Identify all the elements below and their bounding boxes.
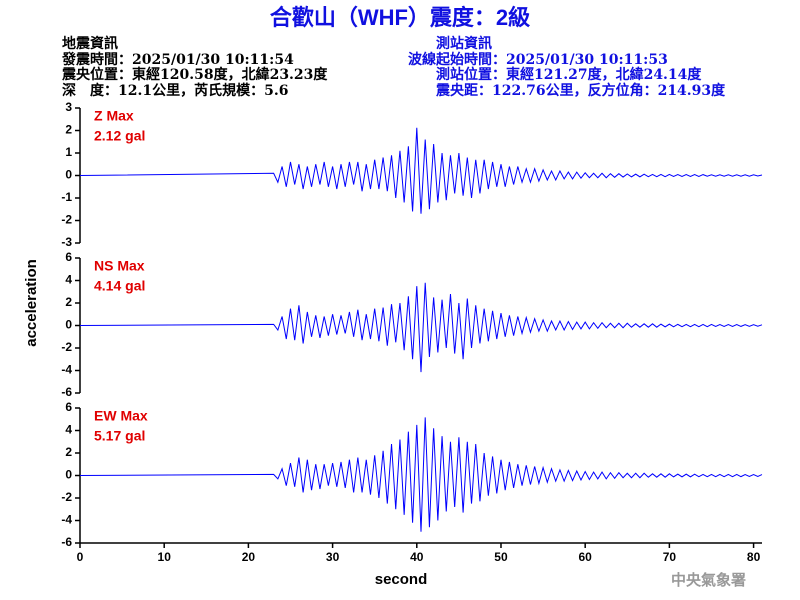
y-tick-label: -2 [61, 490, 72, 504]
y-tick-label: 2 [65, 445, 72, 459]
y-tick-label: -4 [61, 363, 72, 377]
y-tick-label: -6 [61, 385, 72, 399]
y-axis-label: acceleration [23, 259, 40, 347]
x-tick-label: 20 [242, 550, 256, 564]
quake-info: 地震資訊 [62, 35, 118, 52]
y-tick-label: -3 [61, 235, 72, 249]
y-tick-label: -6 [61, 535, 72, 549]
x-tick-label: 80 [747, 550, 761, 564]
x-axis-label: second [375, 571, 428, 588]
x-tick-label: 60 [579, 550, 593, 564]
x-tick-label: 50 [494, 550, 508, 564]
station-info: 測站位置：東經121.27度，北緯24.14度 [436, 66, 702, 83]
y-tick-label: 0 [65, 318, 72, 332]
quake-info: 震央位置：東經120.58度，北緯23.23度 [61, 66, 328, 83]
annotation: 5.17 gal [94, 428, 145, 444]
annotation: Z Max [94, 108, 134, 124]
y-tick-label: 6 [65, 400, 72, 414]
footer: 中央氣象署 [671, 571, 746, 589]
y-tick-label: 0 [65, 168, 72, 182]
y-tick-label: 2 [65, 295, 72, 309]
station-info: 波線起始時間：2025/01/30 10:11:53 [408, 51, 668, 68]
y-tick-label: 4 [65, 423, 72, 437]
y-tick-label: 3 [65, 100, 72, 114]
station-info: 震央距：122.76公里，反方位角：214.93度 [435, 82, 726, 99]
annotation: 4.14 gal [94, 278, 145, 294]
quake-info: 發震時間：2025/01/30 10:11:54 [61, 51, 294, 68]
y-tick-label: 4 [65, 273, 72, 287]
x-tick-label: 40 [410, 550, 424, 564]
quake-info: 深 度：12.1公里，芮氏規模：5.6 [62, 82, 288, 99]
annotation: 2.12 gal [94, 128, 145, 144]
y-tick-label: -2 [61, 213, 72, 227]
waveform [79, 127, 763, 214]
y-tick-label: -4 [61, 513, 72, 527]
x-tick-label: 70 [663, 550, 677, 564]
x-tick-label: 10 [158, 550, 172, 564]
waveform [79, 417, 763, 532]
waveform [79, 282, 763, 373]
y-tick-label: 6 [65, 250, 72, 264]
y-tick-label: 2 [65, 123, 72, 137]
annotation: EW Max [94, 408, 148, 424]
station-info: 測站資訊 [436, 35, 492, 52]
x-tick-label: 0 [77, 550, 84, 564]
chart-title: 合歡山（WHF）震度：2級 [270, 5, 530, 30]
y-tick-label: 1 [65, 145, 72, 159]
annotation: NS Max [94, 258, 145, 274]
y-tick-label: -2 [61, 340, 72, 354]
y-tick-label: -1 [61, 190, 72, 204]
y-tick-label: 0 [65, 468, 72, 482]
x-tick-label: 30 [326, 550, 340, 564]
